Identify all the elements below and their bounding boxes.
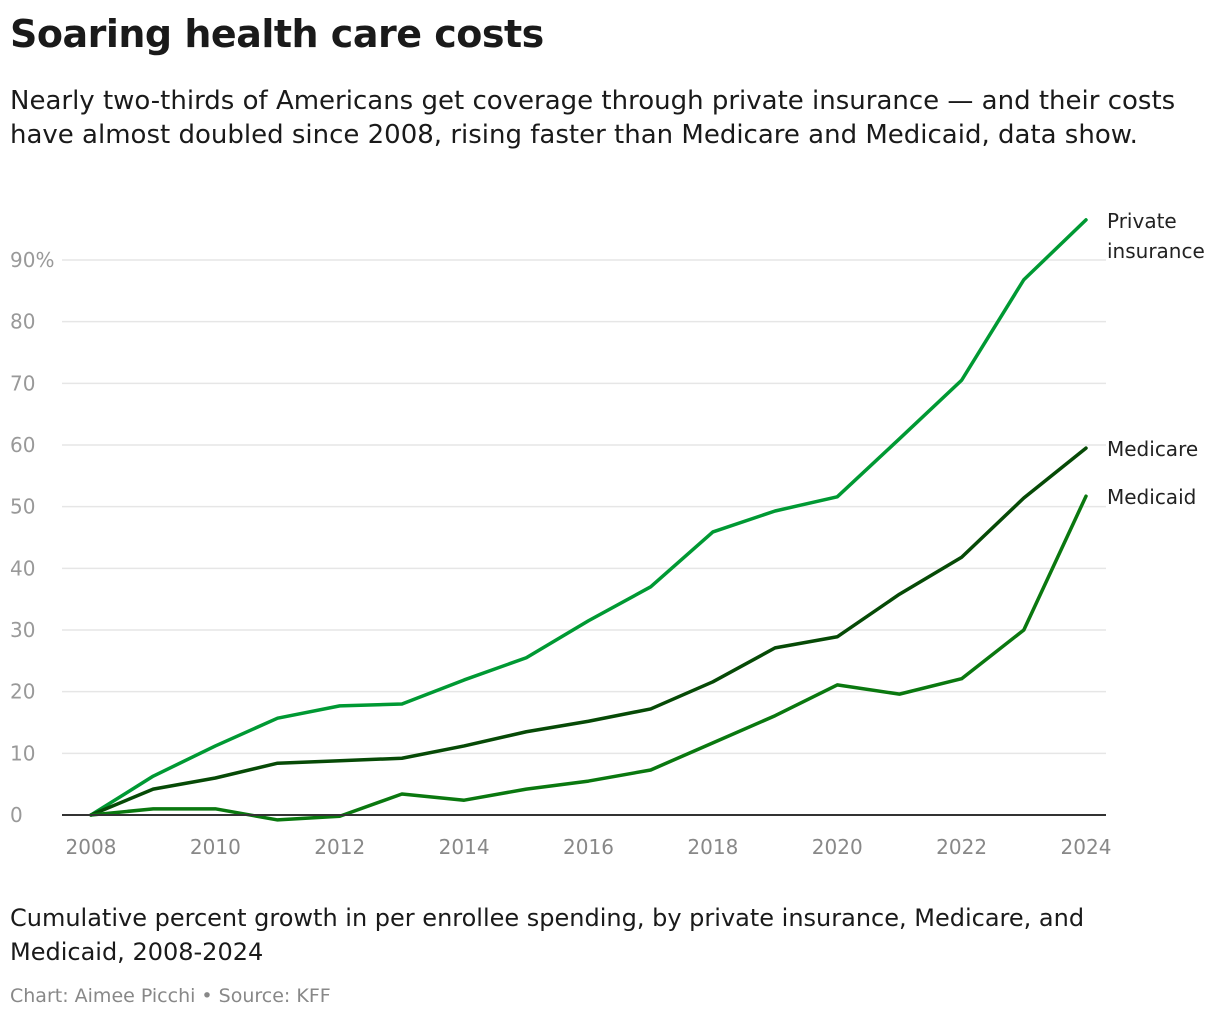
y-tick-label: 40	[10, 556, 35, 580]
y-tick-label: 70	[10, 371, 35, 395]
x-tick-label: 2018	[687, 835, 738, 859]
series-label: Medicaid	[1107, 485, 1196, 509]
y-tick-label: 60	[10, 433, 35, 457]
y-tick-label: 90%	[10, 248, 54, 272]
series-label: Private	[1107, 209, 1177, 233]
series-line-medicaid	[89, 494, 1088, 822]
x-tick-label: 2024	[1061, 835, 1112, 859]
series-line-medicare	[89, 446, 1088, 817]
series-label: Medicare	[1107, 437, 1198, 461]
y-tick-label: 80	[10, 310, 35, 334]
x-tick-label: 2022	[936, 835, 987, 859]
x-tick-label: 2020	[812, 835, 863, 859]
x-tick-label: 2016	[563, 835, 614, 859]
chart-title: Soaring health care costs	[10, 12, 544, 56]
chart-subtitle: Nearly two-thirds of Americans get cover…	[10, 86, 1176, 150]
y-tick-label: 10	[10, 741, 35, 765]
x-tick-label: 2010	[190, 835, 241, 859]
series-line-private-insurance	[89, 218, 1088, 817]
x-tick-label: 2008	[66, 835, 117, 859]
chart-credit: Chart: Aimee Picchi • Source: KFF	[10, 985, 331, 1007]
series-label: insurance	[1107, 239, 1205, 263]
y-tick-label: 20	[10, 680, 35, 704]
y-tick-label: 0	[10, 803, 23, 827]
x-tick-label: 2014	[439, 835, 490, 859]
y-tick-label: 50	[10, 495, 35, 519]
chart-caption: Cumulative percent growth in per enrolle…	[10, 904, 1085, 966]
x-tick-label: 2012	[314, 835, 365, 859]
y-tick-label: 30	[10, 618, 35, 642]
